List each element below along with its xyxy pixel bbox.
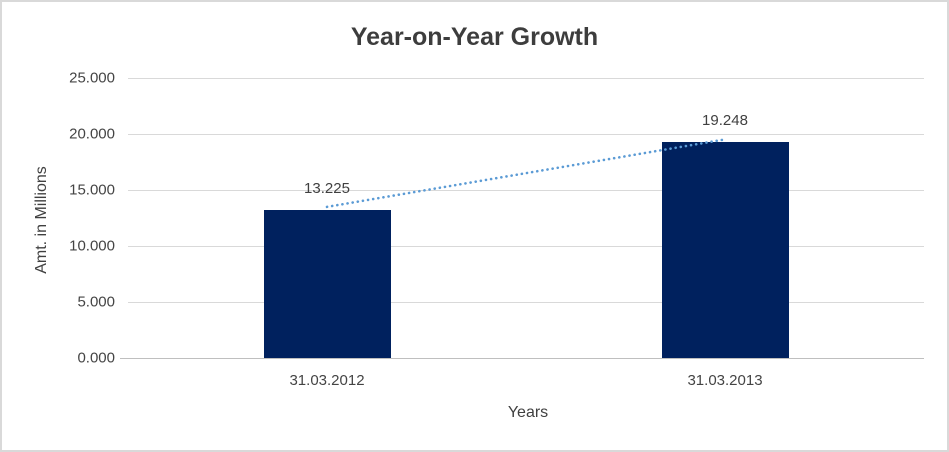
y-tick-label: 10.000: [69, 237, 115, 255]
gridline: [128, 245, 924, 247]
y-tick-label: 0.000: [77, 349, 115, 367]
gridline: [128, 77, 924, 79]
bar: [263, 209, 391, 358]
x-tick-label: 31.03.2012: [289, 372, 365, 389]
bar: [661, 142, 789, 358]
y-tick-label: 15.000: [69, 181, 115, 199]
gridline: [128, 189, 924, 191]
x-axis-title: Years: [507, 404, 549, 421]
gridline: [128, 133, 924, 135]
x-tick-label: 31.03.2013: [687, 372, 763, 389]
y-tick-label: 25.000: [69, 69, 115, 87]
bar-value-label: 13.225: [304, 179, 350, 197]
bar-value-label: 19.248: [702, 112, 748, 130]
y-tick-label: 20.000: [69, 125, 115, 143]
gridline: [128, 301, 924, 303]
trendline: [325, 138, 727, 209]
y-tick-label: 5.000: [77, 293, 115, 311]
chart-title: Year-on-Year Growth: [350, 23, 599, 51]
x-axis-line: [120, 357, 924, 359]
